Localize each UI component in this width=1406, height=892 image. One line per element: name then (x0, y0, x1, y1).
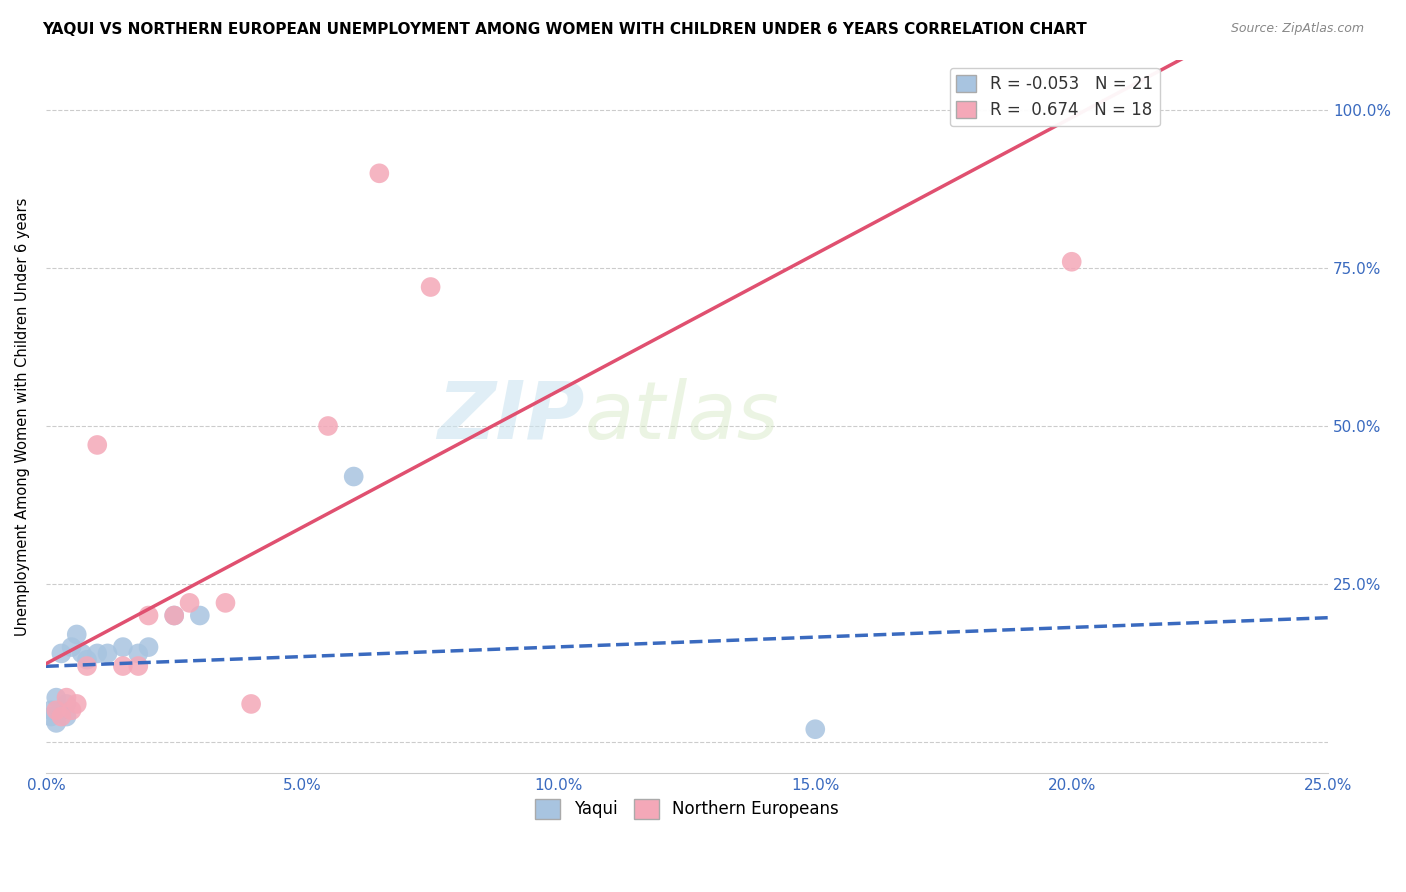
Point (138, 608, 160, 623)
Point (86, 647, 108, 661)
Point (70, 647, 93, 661)
Point (163, 608, 186, 623)
Point (76, 653, 98, 667)
Point (138, 640, 160, 654)
Point (86, 438, 108, 452)
Point (1060, 254, 1083, 268)
Text: ZIP: ZIP (437, 377, 585, 456)
Text: YAQUI VS NORTHERN EUROPEAN UNEMPLOYMENT AMONG WOMEN WITH CHILDREN UNDER 6 YEARS : YAQUI VS NORTHERN EUROPEAN UNEMPLOYMENT … (42, 22, 1087, 37)
Point (55, 697, 77, 711)
Point (111, 640, 134, 654)
Point (188, 608, 211, 623)
Point (240, 697, 263, 711)
Legend: Yaqui, Northern Europeans: Yaqui, Northern Europeans (529, 792, 845, 826)
Point (66, 627, 89, 641)
Point (55, 709, 77, 723)
Point (127, 647, 149, 661)
Point (419, 280, 441, 294)
Point (66, 697, 89, 711)
Text: atlas: atlas (585, 377, 779, 456)
Point (39, 709, 62, 723)
Point (804, 723, 827, 737)
Point (214, 596, 236, 610)
Point (51, 709, 73, 723)
Point (45, 715, 67, 730)
Point (60, 640, 83, 654)
Point (127, 659, 149, 673)
Point (55, 690, 77, 705)
Point (96, 647, 118, 661)
Point (39, 703, 62, 717)
Point (76, 659, 98, 673)
Point (51, 647, 73, 661)
Text: Source: ZipAtlas.com: Source: ZipAtlas.com (1230, 22, 1364, 36)
Point (51, 703, 73, 717)
Point (111, 659, 134, 673)
Point (343, 469, 366, 483)
Point (368, 166, 391, 180)
Point (163, 608, 186, 623)
Point (45, 690, 67, 705)
Point (179, 596, 201, 610)
Point (45, 703, 67, 717)
Point (60, 703, 83, 717)
Point (316, 419, 339, 434)
Y-axis label: Unemployment Among Women with Children Under 6 years: Unemployment Among Women with Children U… (15, 197, 30, 636)
